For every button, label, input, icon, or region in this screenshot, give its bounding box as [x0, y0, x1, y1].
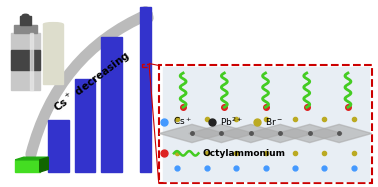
Bar: [14, 25, 37, 33]
Bar: [20, 16, 31, 25]
Polygon shape: [159, 124, 225, 143]
Ellipse shape: [43, 23, 63, 26]
Bar: [101, 37, 122, 172]
Bar: [74, 79, 95, 172]
Polygon shape: [277, 124, 342, 143]
Bar: [43, 24, 63, 84]
Bar: [163, 67, 369, 181]
Polygon shape: [248, 124, 313, 143]
Polygon shape: [218, 124, 284, 143]
Bar: [159, 65, 372, 183]
Bar: [11, 50, 40, 70]
Polygon shape: [15, 160, 40, 172]
Bar: [48, 120, 69, 172]
Polygon shape: [40, 157, 48, 172]
Bar: [140, 7, 151, 172]
Polygon shape: [189, 124, 254, 143]
Bar: [142, 64, 149, 67]
Text: Octylammonium: Octylammonium: [202, 149, 285, 158]
Polygon shape: [15, 157, 48, 160]
Text: Pb$^{2+}$: Pb$^{2+}$: [220, 115, 243, 128]
Circle shape: [22, 14, 29, 18]
Bar: [43, 24, 63, 84]
Bar: [11, 33, 40, 90]
Bar: [30, 33, 33, 90]
Text: Br$^-$: Br$^-$: [265, 116, 283, 127]
Polygon shape: [307, 124, 372, 143]
Text: Cs$^+$ decreasing: Cs$^+$ decreasing: [51, 48, 134, 116]
Text: Cs$^+$: Cs$^+$: [173, 116, 192, 127]
